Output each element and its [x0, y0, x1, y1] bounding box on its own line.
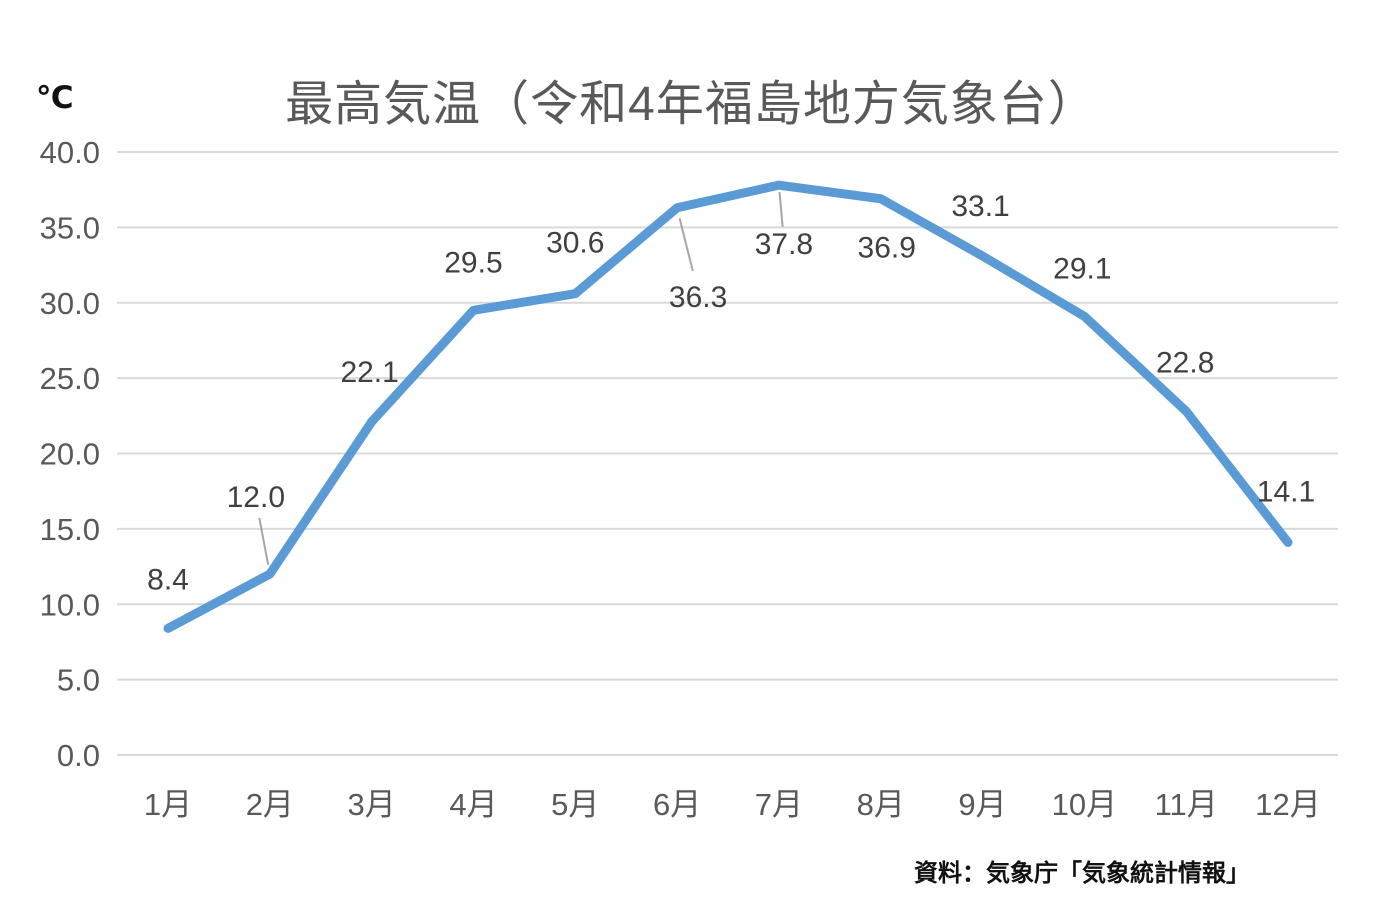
data-label: 14.1 — [1257, 475, 1315, 508]
data-label: 22.8 — [1156, 346, 1214, 379]
x-axis-tick-label: 5月 — [551, 787, 599, 822]
x-axis-tick-label: 4月 — [449, 787, 497, 822]
data-label: 36.9 — [858, 232, 916, 265]
x-axis-tick-label: 8月 — [857, 787, 905, 822]
x-axis-tick-label: 6月 — [653, 787, 701, 822]
y-axis-tick-label: 0.0 — [57, 738, 100, 773]
x-axis-tick-label: 1月 — [144, 787, 192, 822]
x-axis-tick-label: 9月 — [958, 787, 1006, 822]
y-axis-tick-label: 25.0 — [40, 361, 100, 396]
y-axis-tick-label: 40.0 — [40, 135, 100, 170]
source-note: 資料：気象庁「気象統計情報」 — [914, 860, 1250, 887]
y-axis-tick-label: 10.0 — [40, 587, 100, 622]
data-label-leader-line — [778, 192, 784, 228]
data-label: 30.6 — [546, 227, 604, 260]
temperature-line — [163, 180, 1293, 633]
data-label: 12.0 — [227, 481, 285, 514]
data-label: 29.1 — [1053, 252, 1111, 285]
x-axis-tick-label: 3月 — [348, 787, 396, 822]
y-axis-tick-label: 30.0 — [40, 286, 100, 321]
y-axis-unit-label: ℃ — [36, 80, 74, 115]
x-axis-tick-label: 10月 — [1052, 787, 1117, 822]
y-axis-tick-label: 20.0 — [40, 437, 100, 472]
data-label: 33.1 — [951, 190, 1009, 223]
x-axis-tick-label: 11月 — [1155, 787, 1218, 822]
data-label: 36.3 — [669, 281, 727, 314]
x-axis-tick-label: 7月 — [755, 787, 803, 822]
y-axis-tick-label: 15.0 — [40, 512, 100, 547]
y-axis-tick-label: 35.0 — [40, 210, 100, 245]
data-label-leader-line — [678, 218, 694, 272]
chart-title: 最高気温（令和4年福島地方気象台） — [285, 78, 1097, 131]
data-label: 22.1 — [340, 356, 398, 389]
data-label: 29.5 — [444, 246, 502, 279]
x-axis-tick-label: 2月 — [246, 787, 294, 822]
x-axis-tick-label: 12月 — [1255, 787, 1320, 822]
data-label-leader-line — [258, 517, 270, 565]
y-axis-tick-label: 5.0 — [57, 663, 100, 698]
data-label: 37.8 — [755, 228, 813, 261]
data-label: 8.4 — [147, 563, 189, 596]
